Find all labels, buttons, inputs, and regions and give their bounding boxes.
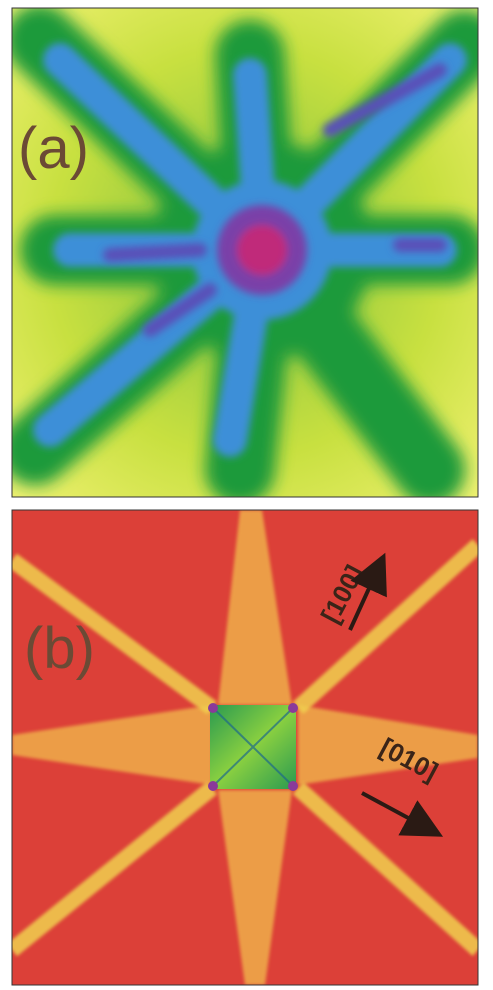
panel-label: (b) (24, 616, 95, 681)
panel-label: (a) (18, 116, 89, 181)
panel-a (12, 8, 478, 497)
figure: (a) (b) [100] [010] (0, 0, 493, 990)
